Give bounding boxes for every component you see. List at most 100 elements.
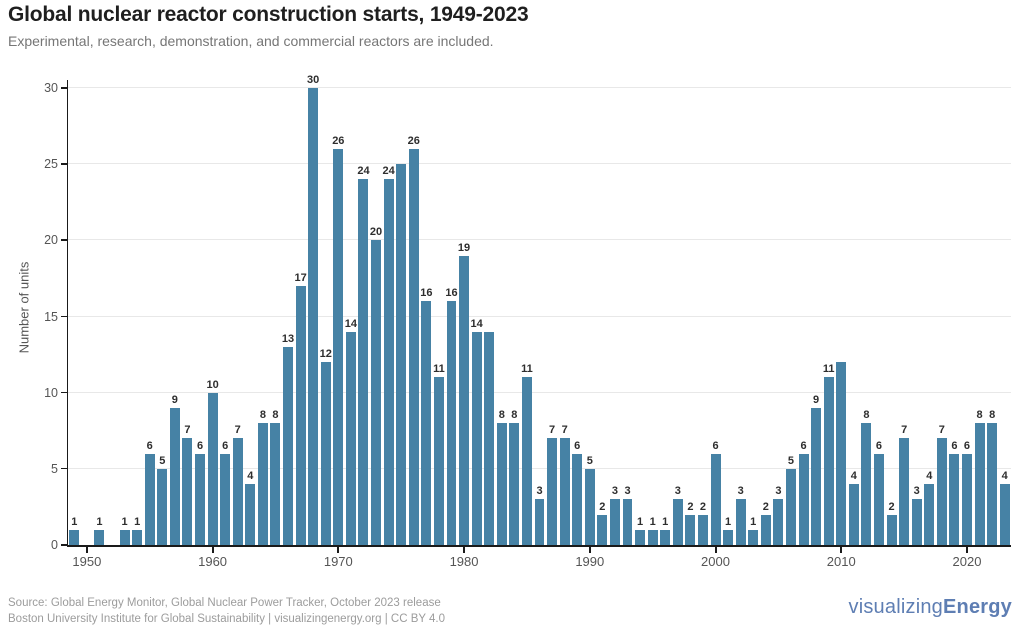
y-tick-mark-30: [61, 87, 67, 89]
y-tick-label-20: 20: [44, 233, 58, 248]
bar-value-label-2021: 8: [976, 409, 983, 422]
bar-2018: [936, 438, 947, 545]
x-tick-mark-2020: [965, 547, 968, 553]
bar-value-label-2005: 3: [775, 485, 782, 498]
bar-value-label-1951: 1: [96, 515, 103, 528]
bar-1963: [245, 484, 256, 545]
bar-2010: [836, 362, 847, 545]
bar-value-label-1977: 16: [420, 287, 433, 300]
bar-value-label-1980: 19: [457, 241, 471, 254]
bar-2000: [710, 453, 721, 545]
license-attribution: Boston University Institute for Global S…: [8, 613, 446, 625]
x-tick-label-1980: 1980: [449, 554, 479, 569]
source-attribution: Source: Global Energy Monitor, Global Nu…: [8, 597, 441, 609]
y-tick-label-30: 30: [44, 81, 58, 95]
x-tick-mark-1990: [588, 547, 591, 553]
bar-value-label-1986: 3: [536, 485, 543, 498]
logo-text-regular: visualizing: [848, 596, 943, 618]
bar-1953: [119, 529, 130, 545]
gridline-y-5: [68, 467, 1011, 469]
y-tick-mark-5: [61, 467, 67, 470]
bar-1957: [169, 407, 180, 545]
y-tick-label-25: 25: [44, 157, 58, 172]
bar-value-label-1954: 1: [134, 515, 141, 528]
bar-2005: [773, 499, 784, 545]
x-tick-mark-2010: [840, 547, 843, 553]
bar-value-label-1965: 8: [272, 409, 279, 422]
visualizing-energy-logo: visualizingEnergy: [849, 596, 1012, 619]
y-tick-label-0: 0: [51, 538, 58, 552]
bar-2016: [911, 499, 922, 545]
bar-value-label-1962: 7: [234, 424, 241, 437]
gridline-y-25: [68, 163, 1011, 165]
bar-1973: [371, 240, 382, 545]
gridline-y-10: [68, 391, 1011, 393]
y-tick-mark-10: [61, 391, 67, 394]
bar-value-label-1961: 6: [222, 439, 229, 452]
bar-value-label-1974: 24: [382, 165, 395, 178]
bar-1981: [471, 331, 482, 545]
x-tick-mark-1950: [85, 547, 88, 553]
bar-2007: [798, 453, 809, 545]
bar-value-label-2018: 7: [938, 424, 945, 437]
bar-2008: [811, 407, 822, 545]
bar-1992: [609, 499, 620, 545]
bar-2002: [735, 499, 746, 545]
bar-2012: [861, 423, 872, 545]
gridline-y-15: [68, 315, 1011, 317]
bar-value-label-1992: 3: [611, 485, 618, 498]
bar-value-label-1998: 2: [687, 500, 694, 513]
bar-value-label-2009: 11: [822, 363, 835, 376]
bar-1993: [622, 499, 633, 545]
bar-1989: [572, 453, 583, 545]
chart-title: Global nuclear reactor construction star…: [8, 3, 529, 26]
bar-2004: [760, 514, 771, 545]
bar-1961: [220, 453, 231, 545]
bar-value-label-1999: 2: [699, 500, 707, 513]
bar-2013: [873, 453, 884, 545]
bar-1999: [697, 514, 708, 545]
y-tick-mark-15: [61, 315, 67, 317]
bar-value-label-1990: 5: [586, 454, 593, 467]
bar-1974: [383, 179, 394, 545]
bar-value-label-1993: 3: [624, 485, 631, 498]
x-tick-label-1960: 1960: [198, 554, 228, 569]
y-tick-mark-0: [61, 544, 67, 546]
bar-1970: [333, 148, 344, 545]
bar-value-label-1955: 6: [146, 439, 153, 452]
bar-value-label-1983: 8: [498, 409, 505, 422]
bar-value-label-1979: 16: [445, 287, 458, 300]
bar-1994: [635, 529, 646, 545]
bar-value-label-2002: 3: [737, 485, 744, 498]
y-tick-mark-20: [61, 239, 67, 241]
bar-value-label-2014: 2: [888, 500, 895, 513]
bar-1991: [597, 514, 608, 545]
bar-1975: [396, 164, 407, 545]
bar-1968: [308, 88, 319, 545]
chart-subtitle: Experimental, research, demonstration, a…: [8, 33, 494, 49]
bar-value-label-1994: 1: [637, 515, 644, 528]
bar-value-label-2000: 6: [712, 439, 719, 452]
bar-1998: [685, 514, 696, 545]
bar-value-label-1978: 11: [433, 363, 445, 376]
bar-1951: [94, 529, 105, 545]
bar-1976: [408, 148, 419, 545]
bar-1965: [270, 423, 281, 545]
bar-2015: [899, 438, 910, 545]
bar-1995: [647, 529, 658, 545]
bar-value-label-1995: 1: [649, 515, 656, 528]
bar-1966: [283, 346, 293, 545]
bar-1979: [446, 301, 457, 545]
bar-1997: [672, 499, 683, 545]
bar-value-label-1996: 1: [662, 515, 669, 528]
x-tick-label-2000: 2000: [701, 554, 730, 569]
bar-2022: [987, 423, 998, 545]
y-tick-label-10: 10: [44, 385, 58, 400]
x-tick-mark-2000: [714, 547, 717, 553]
bar-value-label-1957: 9: [171, 393, 178, 406]
bar-value-label-2011: 4: [850, 470, 857, 483]
logo-text-bold: Energy: [942, 596, 1012, 618]
bar-2019: [949, 453, 960, 545]
bar-value-label-1973: 20: [369, 226, 383, 239]
bar-1985: [521, 377, 532, 545]
